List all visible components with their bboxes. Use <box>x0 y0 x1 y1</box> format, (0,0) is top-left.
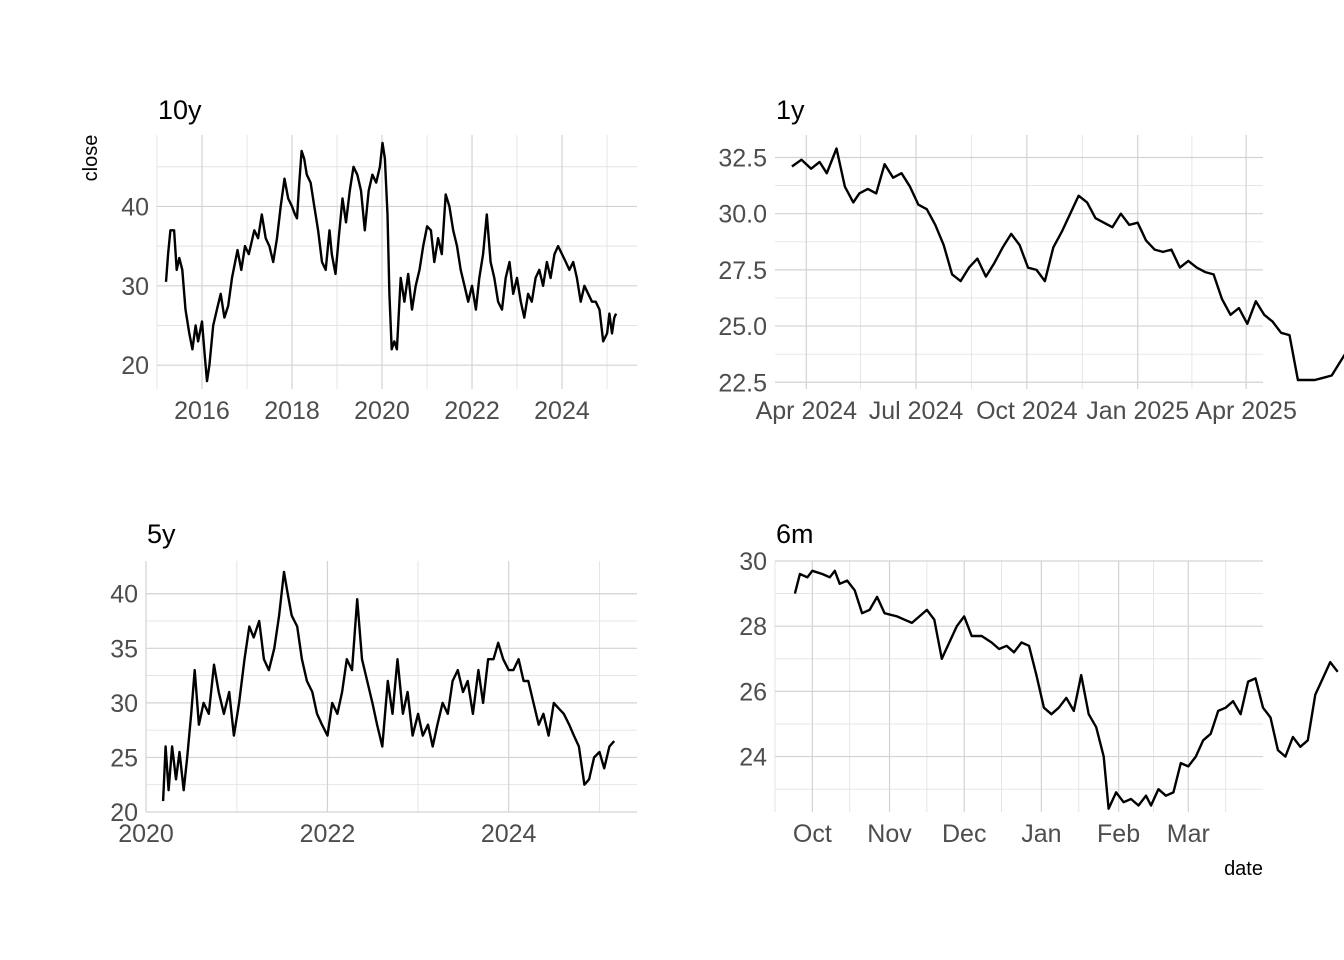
y-tick-label: 30 <box>121 273 149 301</box>
x-axis-title: date <box>1224 858 1263 880</box>
close-price-line <box>791 147 1344 382</box>
panel-title: 6m <box>776 519 814 549</box>
x-tick-label: Feb <box>1097 820 1140 848</box>
panel-1y: Apr 2024 Jul 2024 Oct 2024 Jan 2025 Apr 2025… <box>718 95 1344 425</box>
x-tick-label: 2020 <box>118 820 174 848</box>
x-tick-label: Oct <box>793 820 832 848</box>
y-tick-label: 24 <box>739 744 767 772</box>
x-tick-label: Dec <box>942 820 986 848</box>
y-tick-label: 28 <box>739 613 767 641</box>
panel-title: 5y <box>147 519 176 549</box>
x-tick-label: Nov <box>867 820 912 848</box>
y-axis-title: close <box>80 135 102 182</box>
close-price-line <box>793 569 1339 810</box>
x-tick-label: Mar <box>1167 820 1210 848</box>
x-tick-label: 2022 <box>444 397 500 425</box>
y-tick-label: 30 <box>110 690 138 718</box>
panel-title: 10y <box>158 95 202 125</box>
x-tick-label: Jul 2024 <box>869 397 964 425</box>
y-tick-label: 35 <box>110 635 138 663</box>
x-tick-label: Apr 2025 <box>1195 397 1296 425</box>
x-tick-label: Jan 2025 <box>1086 397 1189 425</box>
x-tick-label: 2020 <box>354 397 410 425</box>
y-tick-label: 27.5 <box>718 257 767 285</box>
x-tick-label: 2024 <box>481 820 537 848</box>
y-tick-label: 30 <box>739 548 767 576</box>
y-tick-label: 20 <box>110 799 138 827</box>
y-tick-label: 26 <box>739 678 767 706</box>
y-tick-label: 25.0 <box>718 313 767 341</box>
y-tick-label: 32.5 <box>718 144 767 172</box>
panel-6m: Oct Nov Dec Jan Feb Mar 24 26 28 30 6m <box>739 519 1339 848</box>
y-tick-label: 25 <box>110 744 138 772</box>
y-tick-label: 30.0 <box>718 201 767 229</box>
x-tick-label: 2024 <box>534 397 590 425</box>
close-price-line <box>164 141 618 383</box>
x-tick-label: Oct 2024 <box>976 397 1078 425</box>
panel-5y: 2020 2022 2024 20 25 30 35 40 5y <box>110 519 637 848</box>
x-tick-label: 2018 <box>264 397 320 425</box>
x-tick-label: Apr 2024 <box>756 397 858 425</box>
x-tick-label: 2022 <box>300 820 356 848</box>
y-tick-label: 40 <box>121 193 149 221</box>
panel-10y: 2016 2018 2020 2022 2024 20 30 40 10y <box>121 95 637 425</box>
x-tick-label: Jan <box>1021 820 1061 848</box>
y-tick-label: 40 <box>110 581 138 609</box>
y-tick-label: 22.5 <box>718 369 767 397</box>
x-tick-label: 2016 <box>174 397 230 425</box>
y-tick-label: 20 <box>121 352 149 380</box>
panel-title: 1y <box>776 95 805 125</box>
close-price-line <box>161 570 616 802</box>
